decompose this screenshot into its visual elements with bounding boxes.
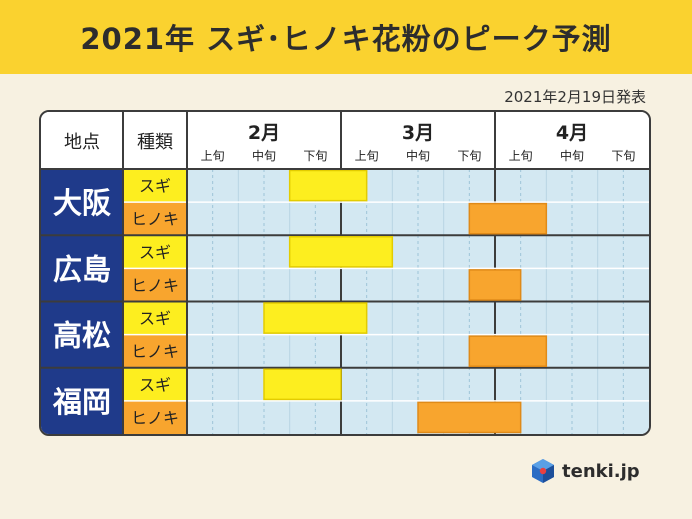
type-label: スギ <box>139 243 171 262</box>
period-label: 下旬 <box>611 149 635 163</box>
location-cell <box>41 301 123 368</box>
type-cell <box>123 202 187 236</box>
period-label: 上旬 <box>355 149 379 163</box>
type-cell <box>123 235 187 269</box>
location-label: 福岡 <box>52 385 111 419</box>
period-label: 下旬 <box>303 149 327 163</box>
type-label: ヒノキ <box>131 342 179 361</box>
chart-title: 2021年 スギ･ヒノキ花粉のピーク予測 <box>80 22 612 56</box>
issued-date: 2021年2月19日発表 <box>504 88 646 106</box>
type-label: ヒノキ <box>131 210 179 229</box>
location-cell <box>41 235 123 302</box>
type-cell <box>123 268 187 302</box>
location-cell <box>41 367 123 434</box>
location-label: 高松 <box>53 319 111 353</box>
location-label: 広島 <box>53 252 111 286</box>
title-bar: 2021年 スギ･ヒノキ花粉のピーク予測 <box>0 0 692 74</box>
period-label: 中旬 <box>560 148 584 163</box>
type-cell <box>123 367 187 401</box>
period-label: 下旬 <box>457 149 481 163</box>
location-cell <box>41 169 123 236</box>
period-label: 上旬 <box>509 149 533 163</box>
type-cell <box>123 400 187 434</box>
tenki-logo-icon <box>532 459 554 483</box>
type-label: ヒノキ <box>131 276 179 295</box>
peak-bar <box>468 335 548 367</box>
peak-bar <box>417 401 522 434</box>
type-label: スギ <box>139 177 171 196</box>
location-label: 大阪 <box>53 186 111 220</box>
tenki-logo-text: tenki.jp <box>562 460 640 482</box>
header-bg <box>41 112 649 169</box>
type-label: スギ <box>139 375 171 394</box>
peak-bar <box>468 269 522 301</box>
header-type: 種類 <box>137 132 173 153</box>
header-location: 地点 <box>64 132 100 153</box>
type-label: スギ <box>139 309 171 328</box>
type-cell <box>123 334 187 368</box>
period-label: 中旬 <box>252 148 276 163</box>
peak-bar <box>468 202 548 235</box>
type-cell <box>123 169 187 203</box>
period-label: 上旬 <box>201 149 225 163</box>
type-label: ヒノキ <box>131 408 179 427</box>
peak-bar <box>263 302 368 334</box>
month-label: 3月 <box>402 122 434 144</box>
peak-bar <box>288 236 394 268</box>
type-cell <box>123 301 187 335</box>
month-label: 4月 <box>556 122 588 144</box>
tenki-logo: tenki.jp <box>530 458 640 484</box>
month-label: 2月 <box>248 122 280 144</box>
peak-bar <box>263 368 342 401</box>
peak-bar <box>288 169 368 202</box>
period-label: 中旬 <box>406 148 430 163</box>
pollen-peak-table: 大阪 広島 高松 福岡 スギ ヒノキ スギ ヒノキ スギ ヒノキ スギ ヒノキ 地点 種類 2月 上旬 中旬 下旬… <box>39 110 651 436</box>
